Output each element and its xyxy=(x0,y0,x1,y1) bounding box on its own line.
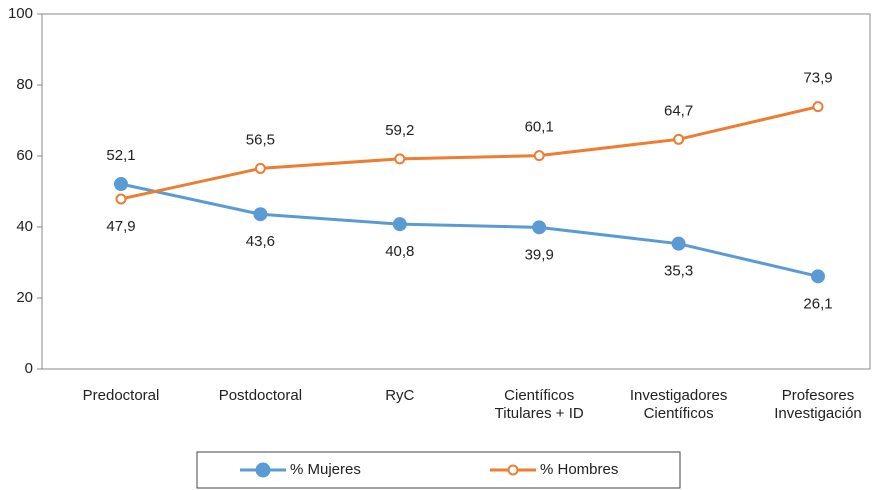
point xyxy=(671,236,686,251)
point xyxy=(811,269,825,284)
y-tick-label: 40 xyxy=(16,218,33,235)
legend-label: % Hombres xyxy=(540,461,618,478)
data-label: 39,9 xyxy=(525,246,554,263)
data-label: 56,5 xyxy=(246,131,275,148)
point xyxy=(254,162,266,174)
x-tick-label: RyC xyxy=(385,387,415,404)
data-label: 40,8 xyxy=(385,243,414,260)
point xyxy=(812,101,824,113)
data-label: 73,9 xyxy=(803,70,832,87)
point xyxy=(532,220,547,235)
point xyxy=(392,217,407,232)
data-label: 26,1 xyxy=(803,295,832,312)
plot-frame xyxy=(41,13,871,370)
data-label: 47,9 xyxy=(106,218,135,235)
data-label: 35,3 xyxy=(664,263,693,280)
data-label: 60,1 xyxy=(525,119,554,136)
point xyxy=(394,153,406,165)
point xyxy=(673,133,685,145)
legend-box xyxy=(196,451,681,489)
series-line xyxy=(120,182,819,278)
y-tick-label: 60 xyxy=(16,147,33,164)
data-label: 43,6 xyxy=(246,233,275,250)
x-tick-label: Postdoctoral xyxy=(218,387,303,404)
series-line xyxy=(120,105,819,201)
x-tick-label: Científicos Titulares + ID xyxy=(494,387,584,422)
x-tick-label: Predoctoral xyxy=(82,387,160,404)
point xyxy=(115,193,127,205)
legend-label: % Mujeres xyxy=(290,461,361,478)
data-label: 64,7 xyxy=(664,102,693,119)
legend-marker xyxy=(507,464,519,476)
y-tick-label: 100 xyxy=(8,5,33,22)
y-tick-label: 0 xyxy=(25,360,33,377)
legend-marker xyxy=(255,462,271,478)
data-label: 52,1 xyxy=(106,147,135,164)
point xyxy=(253,207,268,222)
y-tick-label: 80 xyxy=(16,76,33,93)
y-tick-label: 20 xyxy=(16,289,33,306)
data-label: 59,2 xyxy=(385,122,414,139)
x-tick-label: Profesores Investigación xyxy=(774,387,862,422)
point xyxy=(114,177,128,192)
point xyxy=(533,150,545,162)
x-tick-label: Investigadores Científicos xyxy=(629,387,728,422)
